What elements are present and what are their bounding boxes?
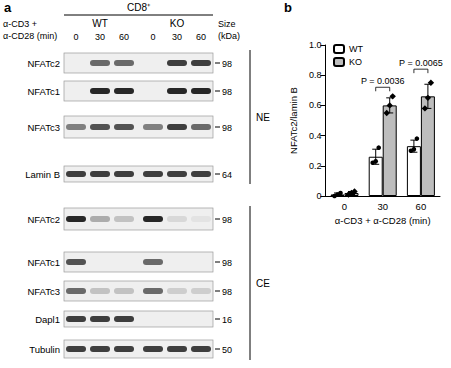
svg-text:α-CD3 +: α-CD3 +	[3, 19, 37, 29]
svg-text:WT: WT	[92, 18, 108, 29]
svg-text:0.2: 0.2	[309, 161, 322, 171]
svg-text:98: 98	[222, 59, 232, 69]
svg-text:30: 30	[95, 32, 105, 42]
svg-text:α-CD28 (min): α-CD28 (min)	[3, 31, 57, 41]
svg-text:0: 0	[150, 32, 155, 42]
svg-text:α-CD3 + α-CD28 (min): α-CD3 + α-CD28 (min)	[335, 215, 431, 226]
svg-text:0: 0	[342, 201, 347, 212]
svg-text:NFATc1: NFATc1	[27, 257, 60, 268]
svg-text:Lamin B: Lamin B	[25, 169, 60, 180]
svg-text:P = 0.0036: P = 0.0036	[361, 76, 405, 86]
svg-text:NE: NE	[256, 112, 270, 123]
svg-text:KO: KO	[349, 57, 362, 67]
svg-text:CE: CE	[256, 278, 270, 289]
svg-text:98: 98	[222, 87, 232, 97]
svg-text:64: 64	[222, 170, 232, 180]
svg-text:50: 50	[222, 345, 232, 355]
svg-text:NFATc2: NFATc2	[27, 214, 60, 225]
svg-text:98: 98	[222, 258, 232, 268]
svg-text:KO: KO	[170, 18, 185, 29]
svg-text:(kDa): (kDa)	[218, 31, 240, 41]
svg-text:0.6: 0.6	[309, 100, 322, 110]
svg-text:0.8: 0.8	[309, 70, 322, 80]
svg-text:NFATc3: NFATc3	[27, 286, 60, 297]
svg-text:Size: Size	[218, 19, 236, 29]
svg-text:98: 98	[222, 123, 232, 133]
svg-text:NFATc3: NFATc3	[27, 122, 60, 133]
svg-text:0: 0	[316, 191, 321, 201]
svg-text:Dapl1: Dapl1	[35, 314, 60, 325]
svg-text:0: 0	[73, 32, 78, 42]
svg-text:b: b	[284, 0, 292, 15]
svg-text:16: 16	[222, 315, 232, 325]
svg-text:0.4: 0.4	[309, 131, 322, 141]
svg-text:98: 98	[222, 215, 232, 225]
svg-text:P = 0.0065: P = 0.0065	[399, 58, 443, 68]
svg-text:30: 30	[172, 32, 182, 42]
svg-text:NFATc2: NFATc2	[27, 58, 60, 69]
svg-text:NFATc2/lamin B: NFATc2/lamin B	[288, 87, 299, 154]
svg-text:98: 98	[222, 287, 232, 297]
svg-text:60: 60	[119, 32, 129, 42]
svg-text:60: 60	[196, 32, 206, 42]
svg-text:30: 30	[377, 201, 388, 212]
svg-text:60: 60	[416, 201, 427, 212]
svg-text:1.0: 1.0	[309, 40, 322, 50]
svg-text:Tubulin: Tubulin	[29, 344, 60, 355]
svg-text:CD8⁺: CD8⁺	[127, 2, 151, 13]
svg-text:NFATc1: NFATc1	[27, 86, 60, 97]
svg-text:WT: WT	[349, 44, 363, 54]
svg-text:a: a	[4, 0, 12, 15]
